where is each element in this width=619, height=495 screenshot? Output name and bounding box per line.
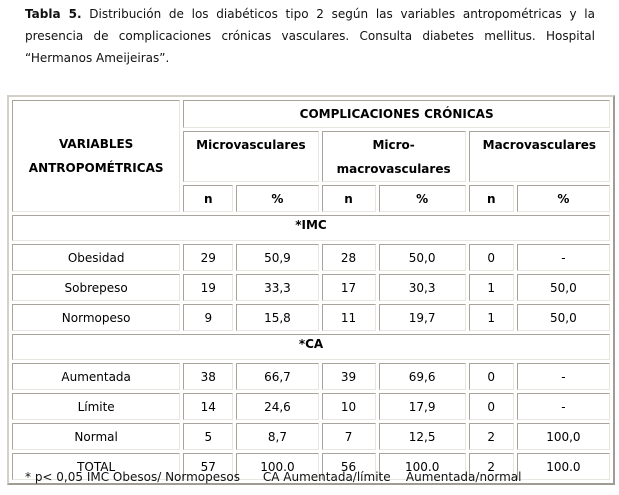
table-cell: - bbox=[516, 363, 610, 390]
table-cell: 11 bbox=[321, 304, 376, 331]
table-row: Límite 14 24,6 10 17,9 0- bbox=[12, 393, 610, 420]
table-caption: Tabla 5. Distribución de los diabéticos … bbox=[25, 3, 595, 69]
table-cell: 33,3 bbox=[236, 274, 319, 301]
row-label: Sobrepeso bbox=[12, 274, 181, 301]
table-row: Aumentada 38 66,7 39 69,6 0- bbox=[12, 363, 610, 390]
table-cell: 69,6 bbox=[378, 363, 466, 390]
table-cell: 2 bbox=[468, 453, 514, 480]
table-cell: 57 bbox=[183, 453, 234, 480]
header-n: n bbox=[183, 185, 234, 212]
header-micro: Microvasculares bbox=[183, 131, 319, 182]
table-cell: 50,0 bbox=[516, 274, 610, 301]
table-cell: 100.0 bbox=[378, 453, 466, 480]
table-cell: 12,5 bbox=[378, 423, 466, 450]
header-n: n bbox=[468, 185, 514, 212]
table-cell: 15,8 bbox=[236, 304, 319, 331]
table-cell: 5 bbox=[183, 423, 234, 450]
table-row: Sobrepeso 19 33,3 17 30,3 1 50,0 bbox=[12, 274, 610, 301]
table-cell: 8,7 bbox=[236, 423, 319, 450]
table-row: TOTAL 57 100.0 56 100.0 2 100.0 bbox=[12, 453, 610, 480]
table-cell: 50,0 bbox=[378, 244, 466, 271]
table-cell: 14 bbox=[183, 393, 234, 420]
table-cell: 24,6 bbox=[236, 393, 319, 420]
table-cell: 100.0 bbox=[516, 453, 610, 480]
row-label: Normopeso bbox=[12, 304, 181, 331]
section-header: *CA bbox=[12, 334, 610, 360]
header-group: COMPLICACIONES CRÓNICAS bbox=[183, 100, 610, 128]
header-n: n bbox=[321, 185, 376, 212]
table-cell: 56 bbox=[321, 453, 376, 480]
row-label: Aumentada bbox=[12, 363, 181, 390]
header-pct: % bbox=[516, 185, 610, 212]
table-cell: 38 bbox=[183, 363, 234, 390]
row-label: TOTAL bbox=[12, 453, 181, 480]
table-cell: 50,9 bbox=[236, 244, 319, 271]
table-cell: 17 bbox=[321, 274, 376, 301]
table-cell: 1 bbox=[468, 304, 514, 331]
table-row: Normal 5 8,7 7 12,5 2 100,0 bbox=[12, 423, 610, 450]
table-cell: 0 bbox=[468, 244, 514, 271]
row-label: Límite bbox=[12, 393, 181, 420]
table-cell: 30,3 bbox=[378, 274, 466, 301]
table-row: Obesidad 29 50,9 28 50,0 0- bbox=[12, 244, 610, 271]
table-cell: - bbox=[516, 244, 610, 271]
table-cell: 28 bbox=[321, 244, 376, 271]
table-cell: 10 bbox=[321, 393, 376, 420]
row-label: Obesidad bbox=[12, 244, 181, 271]
table-cell: 7 bbox=[321, 423, 376, 450]
table-row: Normopeso 9 15,8 11 19,7 1 50,0 bbox=[12, 304, 610, 331]
data-table: VARIABLES ANTROPOMÉTRICAS COMPLICACIONES… bbox=[7, 95, 615, 485]
header-pct: % bbox=[378, 185, 466, 212]
table-cell: 39 bbox=[321, 363, 376, 390]
footnote: * p< 0,05 IMC Obesos/ Normopesos CA Aume… bbox=[25, 470, 522, 484]
table-cell: 29 bbox=[183, 244, 234, 271]
table-cell: 100.0 bbox=[236, 453, 319, 480]
table-cell: 17,9 bbox=[378, 393, 466, 420]
table-cell: 2 bbox=[468, 423, 514, 450]
table-cell: 9 bbox=[183, 304, 234, 331]
row-label: Normal bbox=[12, 423, 181, 450]
table-cell: 19 bbox=[183, 274, 234, 301]
section-header: *IMC bbox=[12, 215, 610, 241]
table-cell: 0 bbox=[468, 393, 514, 420]
table-cell: 66,7 bbox=[236, 363, 319, 390]
caption-label: Tabla 5. bbox=[25, 7, 82, 21]
table-cell: 19,7 bbox=[378, 304, 466, 331]
header-macro: Macrovasculares bbox=[468, 131, 610, 182]
table-cell: 100,0 bbox=[516, 423, 610, 450]
table-cell: 0 bbox=[468, 363, 514, 390]
caption-text: Distribución de los diabéticos tipo 2 se… bbox=[25, 7, 595, 65]
table-cell: - bbox=[516, 393, 610, 420]
table-cell: 50,0 bbox=[516, 304, 610, 331]
header-pct: % bbox=[236, 185, 319, 212]
header-variables: VARIABLES ANTROPOMÉTRICAS bbox=[12, 100, 181, 212]
table-cell: 1 bbox=[468, 274, 514, 301]
header-micro-macro: Micro- macrovasculares bbox=[321, 131, 466, 182]
